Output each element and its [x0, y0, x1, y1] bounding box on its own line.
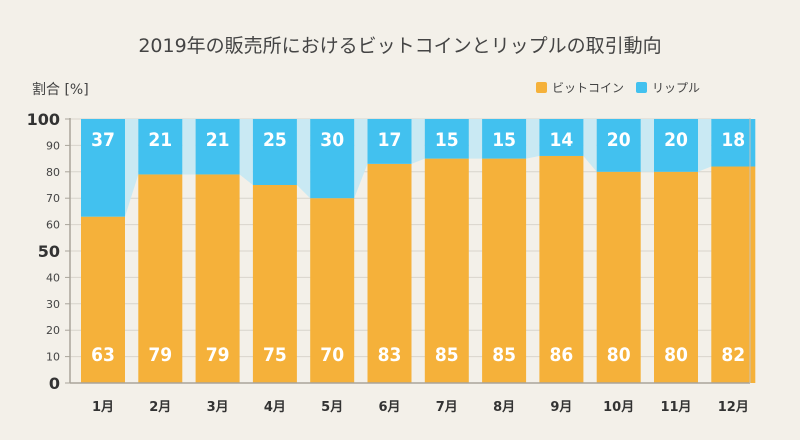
x-tick-label-11: 11月 — [660, 400, 691, 415]
data-label-bitcoin-4: 75 — [263, 344, 287, 366]
data-label-ripple-6: 17 — [378, 129, 402, 151]
x-tick-label-1: 1月 — [92, 400, 114, 415]
x-tick-label-10: 10月 — [603, 400, 634, 415]
x-tick-label-4: 4月 — [264, 400, 286, 415]
chart-title: 2019年の販売所におけるビットコインとリップルの取引動向 — [138, 35, 661, 57]
bar-bitcoin-12 — [711, 166, 756, 383]
bar-bitcoin-11 — [654, 171, 698, 383]
data-label-bitcoin-3: 79 — [206, 344, 230, 366]
axes — [65, 118, 751, 384]
bar-ripple-9 — [539, 119, 584, 156]
y-tick-label-0: 0 — [49, 374, 60, 393]
connector-6 — [411, 119, 425, 164]
data-label-ripple-5: 30 — [320, 129, 344, 151]
y-axis-label: 割合 [%] — [32, 81, 89, 98]
x-tick-label-3: 3月 — [207, 400, 229, 415]
data-label-bitcoin-11: 80 — [664, 344, 688, 366]
bar-ripple-3 — [195, 119, 240, 175]
y-tick-labels: 0 10 20 30 40 50 60 70 80 90 100 — [27, 110, 60, 393]
data-label-ripple-1: 37 — [91, 129, 115, 151]
y-tick-label-10: 10 — [46, 351, 60, 364]
data-label-bitcoin-1: 63 — [91, 344, 115, 366]
bar-bitcoin-10 — [596, 171, 641, 383]
x-tick-label-8: 8月 — [493, 400, 515, 415]
data-label-ripple-12: 18 — [721, 129, 745, 151]
bar-bitcoin-3 — [195, 174, 240, 383]
bar-ripple-11 — [654, 119, 698, 172]
data-label-ripple-7: 15 — [435, 129, 459, 151]
connector-7 — [468, 119, 483, 159]
legend: ビットコイン リップル — [536, 81, 700, 95]
y-tick-label-20: 20 — [46, 324, 60, 337]
bar-ripple-6 — [367, 119, 412, 164]
data-label-bitcoin-10: 80 — [607, 344, 631, 366]
x-tick-label-6: 6月 — [378, 400, 400, 415]
x-tick-label-12: 12月 — [718, 400, 749, 415]
data-label-bitcoin-2: 79 — [148, 344, 172, 366]
bar-ripple-8 — [482, 119, 527, 159]
y-tick-label-70: 70 — [46, 192, 60, 205]
data-label-bitcoin-5: 70 — [320, 344, 344, 366]
connector-4 — [296, 119, 311, 199]
legend-swatch-ripple — [636, 82, 647, 93]
data-labels: 63 37 79 21 79 21 75 25 70 30 83 17 85 15 85 15 86 14 80 20… — [91, 129, 745, 366]
bar-ripple-10 — [596, 119, 641, 172]
bar-bitcoin-7 — [424, 158, 469, 383]
x-tick-label-5: 5月 — [321, 400, 343, 415]
data-label-ripple-3: 21 — [206, 129, 230, 151]
bar-bitcoin-8 — [482, 158, 527, 383]
bar-bitcoin-4 — [252, 185, 297, 383]
data-label-bitcoin-12: 82 — [721, 344, 745, 366]
data-label-ripple-11: 20 — [664, 129, 688, 151]
connector-10 — [640, 119, 654, 172]
data-label-bitcoin-9: 86 — [550, 344, 574, 366]
bar-ripple-5 — [310, 119, 355, 199]
bar-ripple-12 — [711, 119, 756, 167]
connector-9 — [583, 119, 597, 172]
bars — [81, 119, 756, 383]
bar-bitcoin-5 — [310, 198, 355, 383]
bar-bitcoin-9 — [539, 155, 584, 383]
connector-5 — [354, 119, 368, 199]
x-tick-label-2: 2月 — [149, 400, 171, 415]
data-label-ripple-10: 20 — [607, 129, 631, 151]
bar-bitcoin-6 — [367, 163, 412, 383]
y-tick-label-90: 90 — [46, 139, 60, 152]
x-tick-labels: 1月 2月 3月 4月 5月 6月 7月 8月 9月 10月 11月 12月 — [92, 400, 749, 415]
bar-ripple-1 — [81, 119, 125, 217]
bar-ripple-4 — [252, 119, 297, 185]
y-tick-label-40: 40 — [46, 271, 60, 284]
legend-swatch-bitcoin — [536, 82, 547, 93]
bar-bitcoin-1 — [81, 216, 125, 383]
bar-connectors — [125, 119, 712, 217]
bar-bitcoin-2 — [138, 174, 183, 383]
legend-label-ripple: リップル — [652, 81, 700, 95]
legend-label-bitcoin: ビットコイン — [552, 81, 624, 95]
data-label-bitcoin-7: 85 — [435, 344, 459, 366]
connector-11 — [698, 119, 712, 172]
connector-8 — [526, 119, 540, 159]
x-tick-label-7: 7月 — [436, 400, 458, 415]
data-label-bitcoin-8: 85 — [492, 344, 516, 366]
y-tick-label-100: 100 — [27, 110, 60, 129]
y-tick-label-50: 50 — [38, 242, 60, 261]
data-label-ripple-9: 14 — [550, 129, 574, 151]
data-label-ripple-8: 15 — [492, 129, 516, 151]
y-tick-label-60: 60 — [46, 219, 60, 232]
y-tick-label-80: 80 — [46, 166, 60, 179]
data-label-ripple-4: 25 — [263, 129, 287, 151]
bar-ripple-7 — [424, 119, 469, 159]
connector-2 — [182, 119, 196, 175]
bar-ripple-2 — [138, 119, 183, 175]
y-tick-label-30: 30 — [46, 298, 60, 311]
data-label-ripple-2: 21 — [148, 129, 172, 151]
connector-3 — [239, 119, 253, 185]
data-label-bitcoin-6: 83 — [378, 344, 402, 366]
connector-1 — [125, 119, 139, 217]
x-tick-label-9: 9月 — [550, 400, 572, 415]
